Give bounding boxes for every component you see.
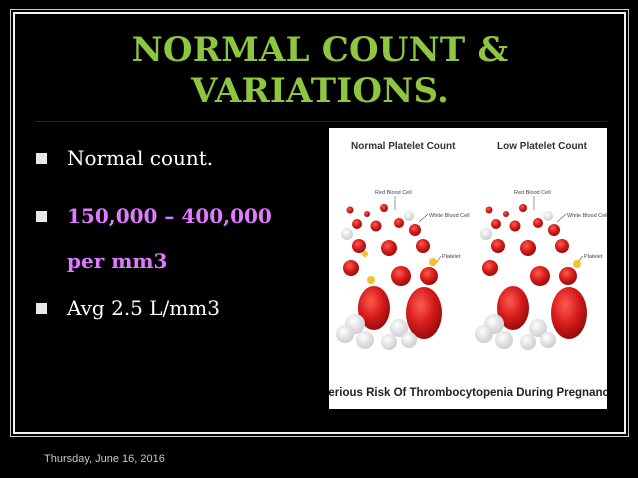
slide-title: NORMAL COUNT & VARIATIONS. [100,30,540,112]
slide-frame [13,12,626,434]
bullet-text-highlight: 150,000 – 400,000 per mm3 [67,194,272,284]
title-line-2: VARIATIONS. [190,71,450,111]
range-unit: per mm3 [67,249,168,273]
square-bullet-icon [36,303,47,314]
rbc-label: Red Blood Cell [375,190,412,196]
platelet-count-illustration: Normal Platelet Count Low Platelet Count… [329,128,607,409]
rbc-label-right: Red Blood Cell [514,190,551,196]
left-heading: Normal Platelet Count [351,141,456,152]
illustration-caption: Serious Risk Of Thrombocytopenia During … [329,387,607,399]
title-divider [35,121,607,122]
wbc-label: White Blood Cell [429,213,470,219]
range-value: 150,000 – 400,000 [67,204,272,228]
square-bullet-icon [36,153,47,164]
footer-date: Thursday, June 16, 2016 [44,453,165,465]
square-bullet-icon [36,211,47,222]
right-heading: Low Platelet Count [497,141,588,152]
platelet-illustration-svg: Normal Platelet Count Low Platelet Count… [329,141,607,399]
bullet-text: Avg 2.5 L/mm3 [67,296,220,320]
normal-count-panel: Red Blood Cell White Blood Cell Platelet [336,190,470,350]
title-line-1: NORMAL COUNT & [131,30,509,70]
platelet-label-right: Platelet [584,254,603,260]
low-count-panel: Red Blood Cell White Blood Cell Platelet [475,190,607,350]
platelet-label: Platelet [442,254,461,260]
wbc-label-right: White Blood Cell [567,213,607,219]
bullet-text: Normal count. [67,146,214,170]
